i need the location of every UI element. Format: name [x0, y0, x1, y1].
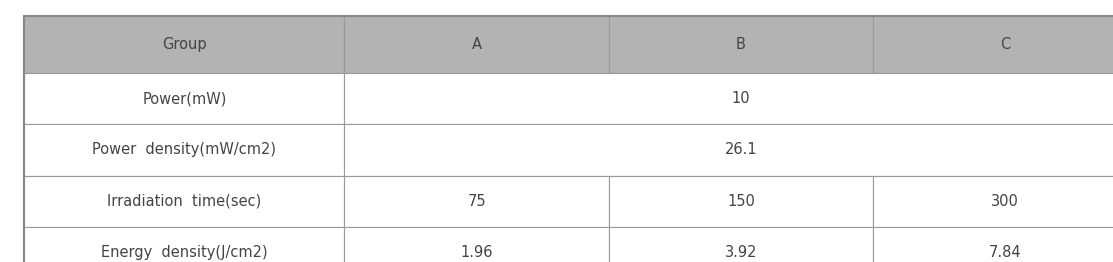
- Text: 10: 10: [731, 91, 750, 106]
- Bar: [345, 16, 609, 73]
- Text: Group: Group: [162, 37, 207, 52]
- Text: Irradiation  time(sec): Irradiation time(sec): [107, 194, 262, 209]
- Bar: [24, 73, 344, 124]
- Bar: [345, 73, 1113, 124]
- Bar: [24, 124, 344, 176]
- Text: A: A: [472, 37, 482, 52]
- Text: 3.92: 3.92: [725, 245, 757, 260]
- Bar: [24, 176, 344, 227]
- Text: 26.1: 26.1: [725, 143, 757, 157]
- Text: 1.96: 1.96: [461, 245, 493, 260]
- Bar: [874, 176, 1113, 227]
- Bar: [345, 124, 1113, 176]
- Bar: [609, 227, 874, 262]
- Bar: [345, 227, 609, 262]
- Text: C: C: [1001, 37, 1011, 52]
- Bar: [874, 16, 1113, 73]
- Text: Energy  density(J/cm2): Energy density(J/cm2): [101, 245, 268, 260]
- Bar: [345, 176, 609, 227]
- Bar: [874, 227, 1113, 262]
- Text: 150: 150: [727, 194, 755, 209]
- Text: 300: 300: [992, 194, 1020, 209]
- Bar: [24, 16, 344, 73]
- Bar: [24, 227, 344, 262]
- Text: 75: 75: [467, 194, 486, 209]
- Bar: [609, 16, 874, 73]
- Text: Power(mW): Power(mW): [142, 91, 227, 106]
- Bar: [609, 176, 874, 227]
- Text: 7.84: 7.84: [989, 245, 1022, 260]
- Text: Power  density(mW/cm2): Power density(mW/cm2): [92, 143, 276, 157]
- Text: B: B: [736, 37, 746, 52]
